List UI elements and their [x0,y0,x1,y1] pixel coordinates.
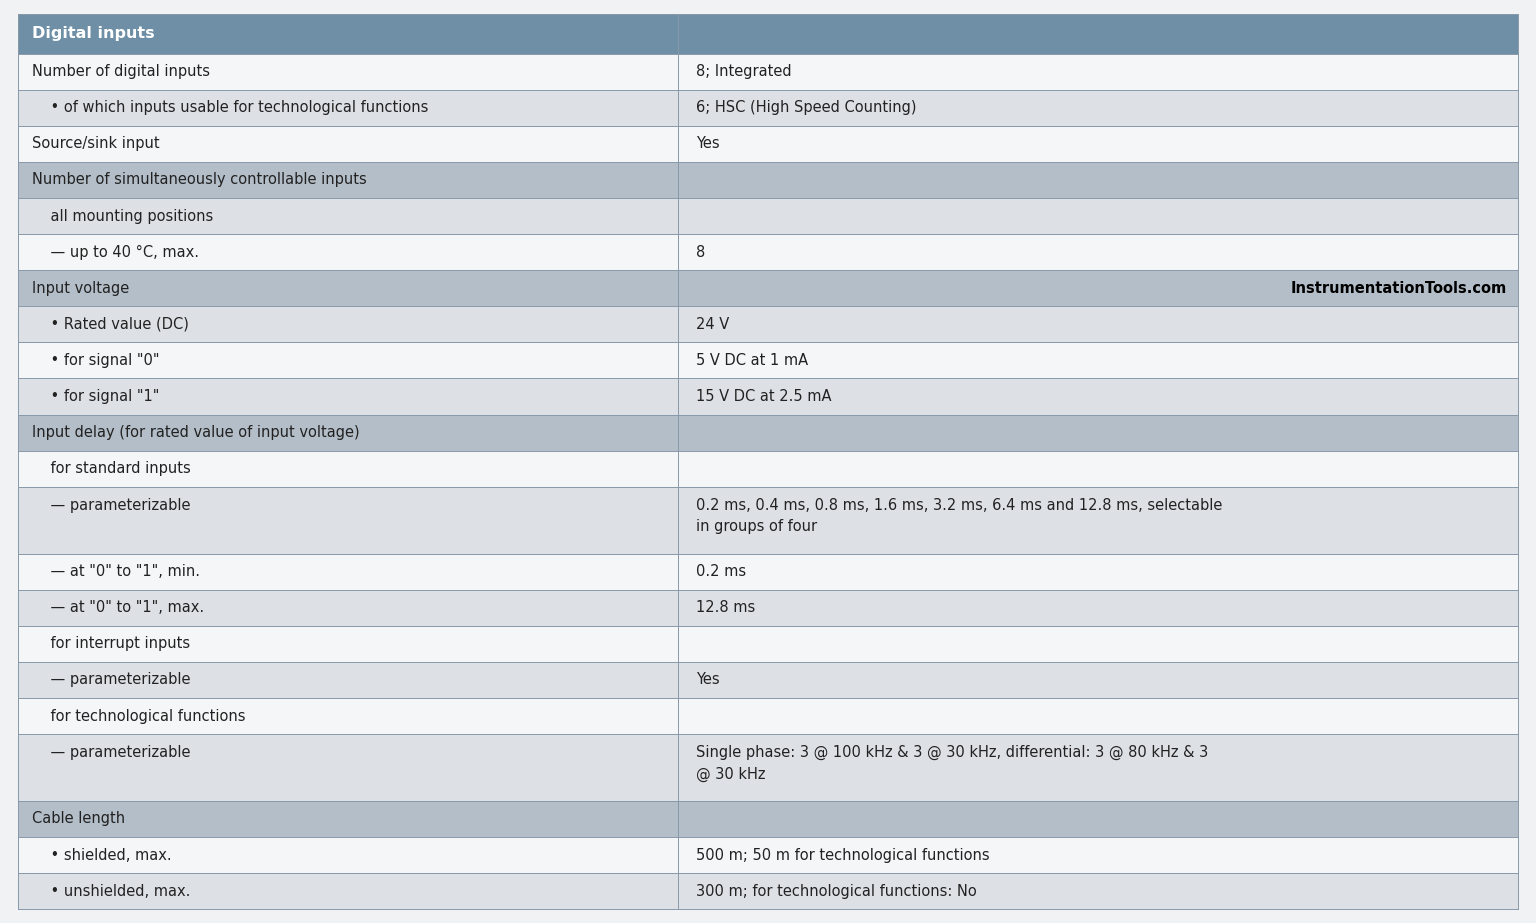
Text: Input delay (for rated value of input voltage): Input delay (for rated value of input vo… [32,426,359,440]
Bar [18,54,1518,90]
Bar [18,378,1518,414]
Text: all mounting positions: all mounting positions [32,209,214,223]
Bar [18,270,1518,306]
Bar [18,450,1518,486]
Text: Input voltage: Input voltage [32,281,129,295]
Bar [18,486,1518,554]
Bar [18,626,1518,662]
Text: 500 m; 50 m for technological functions: 500 m; 50 m for technological functions [696,847,991,862]
Text: 8: 8 [696,245,705,259]
Text: Digital inputs: Digital inputs [32,26,155,42]
Bar [18,590,1518,626]
Bar [18,14,1518,54]
Text: for technological functions: for technological functions [32,709,246,724]
Text: — at "0" to "1", min.: — at "0" to "1", min. [32,564,200,579]
Text: • unshielded, max.: • unshielded, max. [32,883,190,899]
Bar [18,554,1518,590]
Text: • for signal "0": • for signal "0" [32,353,160,368]
Bar [18,234,1518,270]
Text: Number of simultaneously controllable inputs: Number of simultaneously controllable in… [32,173,367,187]
Text: — parameterizable: — parameterizable [32,745,190,761]
Bar [18,90,1518,126]
Text: Yes: Yes [696,137,720,151]
Text: — parameterizable: — parameterizable [32,673,190,688]
Text: Single phase: 3 @ 100 kHz & 3 @ 30 kHz, differential: 3 @ 80 kHz & 3
@ 30 kHz: Single phase: 3 @ 100 kHz & 3 @ 30 kHz, … [696,745,1209,782]
Text: • of which inputs usable for technological functions: • of which inputs usable for technologic… [32,101,429,115]
Bar [18,162,1518,198]
Text: Source/sink input: Source/sink input [32,137,160,151]
Bar [18,126,1518,162]
Bar [18,662,1518,698]
Text: 24 V: 24 V [696,317,730,331]
Text: for standard inputs: for standard inputs [32,462,190,476]
Text: 0.2 ms, 0.4 ms, 0.8 ms, 1.6 ms, 3.2 ms, 6.4 ms and 12.8 ms, selectable
in groups: 0.2 ms, 0.4 ms, 0.8 ms, 1.6 ms, 3.2 ms, … [696,497,1223,533]
Text: • Rated value (DC): • Rated value (DC) [32,317,189,331]
Text: — at "0" to "1", max.: — at "0" to "1", max. [32,600,204,616]
Bar [18,306,1518,342]
Text: for interrupt inputs: for interrupt inputs [32,636,190,652]
Text: Cable length: Cable length [32,811,126,826]
Text: • for signal "1": • for signal "1" [32,389,160,404]
Text: 15 V DC at 2.5 mA: 15 V DC at 2.5 mA [696,389,833,404]
Text: Yes: Yes [696,673,720,688]
Text: • shielded, max.: • shielded, max. [32,847,172,862]
Text: 12.8 ms: 12.8 ms [696,600,756,616]
Bar [18,198,1518,234]
Text: Number of digital inputs: Number of digital inputs [32,64,210,79]
Text: 8; Integrated: 8; Integrated [696,64,793,79]
Bar [18,873,1518,909]
Text: 0.2 ms: 0.2 ms [696,564,746,579]
Text: 5 V DC at 1 mA: 5 V DC at 1 mA [696,353,808,368]
Bar [18,734,1518,801]
Text: — parameterizable: — parameterizable [32,497,190,513]
Bar [18,342,1518,378]
Bar [18,414,1518,450]
Bar [18,801,1518,837]
Text: — up to 40 °C, max.: — up to 40 °C, max. [32,245,200,259]
Text: 300 m; for technological functions: No: 300 m; for technological functions: No [696,883,977,899]
Bar [18,698,1518,734]
Text: 6; HSC (High Speed Counting): 6; HSC (High Speed Counting) [696,101,917,115]
Text: InstrumentationTools.com: InstrumentationTools.com [1290,281,1507,295]
Bar [18,837,1518,873]
